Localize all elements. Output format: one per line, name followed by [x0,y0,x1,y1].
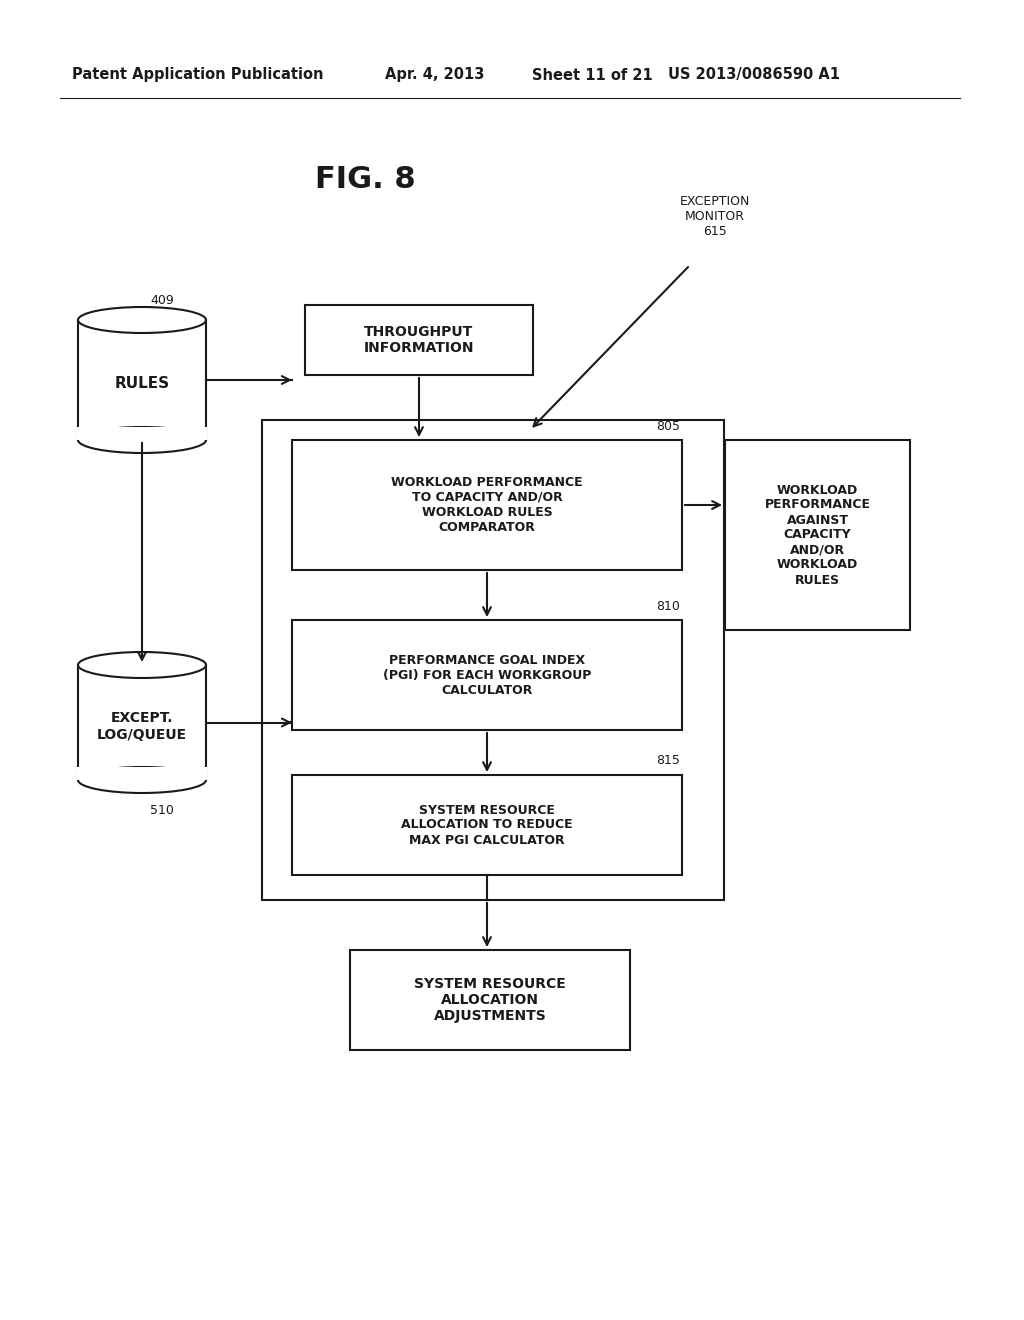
Bar [77,426,207,440]
Text: SYSTEM RESOURCE
ALLOCATION TO REDUCE
MAX PGI CALCULATOR: SYSTEM RESOURCE ALLOCATION TO REDUCE MAX… [401,804,572,846]
Text: EXCEPTION
MONITOR
615: EXCEPTION MONITOR 615 [680,195,751,238]
Ellipse shape [78,308,206,333]
Bar [292,620,682,730]
Text: FIG. 8: FIG. 8 [314,165,416,194]
Text: 805: 805 [656,420,680,433]
Text: 810: 810 [656,599,680,612]
Text: 815: 815 [656,755,680,767]
Text: 409: 409 [150,293,174,306]
Bar [292,775,682,875]
Bar [725,440,910,630]
Bar [292,440,682,570]
Ellipse shape [78,426,206,453]
Text: EXCEPT.
LOG/QUEUE: EXCEPT. LOG/QUEUE [97,711,187,742]
Text: WORKLOAD
PERFORMANCE
AGAINST
CAPACITY
AND/OR
WORKLOAD
RULES: WORKLOAD PERFORMANCE AGAINST CAPACITY AN… [765,483,870,586]
Bar [77,767,207,780]
Bar [350,950,630,1049]
Text: PERFORMANCE GOAL INDEX
(PGI) FOR EACH WORKGROUP
CALCULATOR: PERFORMANCE GOAL INDEX (PGI) FOR EACH WO… [383,653,591,697]
Text: Apr. 4, 2013: Apr. 4, 2013 [385,67,484,82]
Bar [262,420,724,900]
Bar [78,665,206,780]
Text: 510: 510 [150,804,174,817]
Text: THROUGHPUT
INFORMATION: THROUGHPUT INFORMATION [364,325,474,355]
Text: SYSTEM RESOURCE
ALLOCATION
ADJUSTMENTS: SYSTEM RESOURCE ALLOCATION ADJUSTMENTS [414,977,566,1023]
Ellipse shape [78,652,206,678]
Text: Patent Application Publication: Patent Application Publication [72,67,324,82]
Text: Sheet 11 of 21: Sheet 11 of 21 [532,67,652,82]
Text: US 2013/0086590 A1: US 2013/0086590 A1 [668,67,840,82]
Bar [305,305,534,375]
Bar [78,319,206,440]
Text: RULES: RULES [115,376,170,392]
Text: WORKLOAD PERFORMANCE
TO CAPACITY AND/OR
WORKLOAD RULES
COMPARATOR: WORKLOAD PERFORMANCE TO CAPACITY AND/OR … [391,477,583,535]
Ellipse shape [78,767,206,793]
